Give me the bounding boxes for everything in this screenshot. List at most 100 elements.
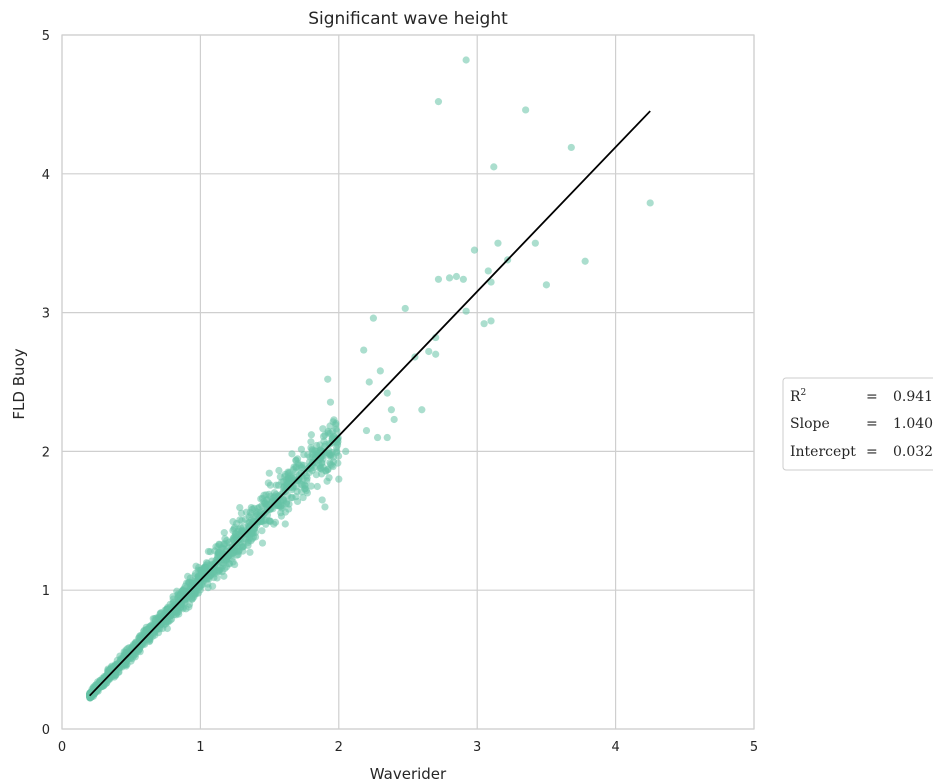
stat-row-slope: Slope = 1.040 (790, 416, 933, 432)
data-point (383, 389, 391, 397)
chart-title: Significant wave height (308, 9, 508, 29)
data-point (304, 451, 312, 459)
data-point (257, 495, 265, 503)
data-point (360, 346, 368, 354)
data-point (288, 474, 296, 482)
data-point (265, 469, 273, 477)
stat-intercept-value: 0.032 (893, 444, 933, 460)
x-tick-labels: 0 1 2 3 4 5 (58, 740, 758, 755)
data-point (369, 314, 377, 322)
data-point (156, 609, 165, 617)
x-tick-label: 1 (196, 740, 204, 755)
data-point (434, 275, 443, 283)
data-point (299, 481, 307, 489)
data-point (119, 659, 127, 667)
y-tick-label: 5 (42, 29, 50, 44)
data-point (213, 574, 221, 582)
data-point (220, 529, 228, 537)
data-point (94, 681, 102, 690)
data-point (445, 274, 454, 282)
plot-frame (61, 34, 755, 730)
stats-legend: R2 = 0.941 Slope = 1.040 Intercept = 0.0… (782, 377, 933, 471)
data-point (238, 517, 246, 525)
data-point (542, 281, 551, 289)
data-point (113, 656, 121, 665)
data-point (275, 466, 283, 475)
data-point (163, 605, 171, 613)
data-point (318, 496, 326, 504)
data-point (184, 572, 192, 580)
data-point (328, 461, 336, 469)
data-point (324, 375, 332, 383)
x-tick-label: 4 (611, 740, 619, 755)
data-point (281, 520, 289, 528)
data-point (245, 513, 253, 521)
data-point (484, 267, 492, 275)
data-point (143, 626, 151, 634)
data-point (325, 474, 333, 482)
data-point (494, 239, 502, 247)
data-point (365, 378, 373, 386)
stat-slope-eq: = (866, 416, 878, 432)
data-point (334, 459, 342, 467)
data-point (191, 569, 200, 578)
data-point (204, 547, 213, 556)
data-point (148, 624, 156, 632)
data-point (208, 582, 217, 590)
data-point (178, 587, 186, 595)
grid (61, 34, 755, 730)
data-point (317, 448, 326, 456)
data-point (319, 425, 327, 433)
data-point (270, 520, 278, 528)
data-point (452, 272, 461, 281)
y-tick-label: 2 (42, 445, 50, 460)
data-point (231, 560, 239, 569)
stat-intercept-label: Intercept (790, 444, 856, 460)
regression-line (89, 110, 651, 697)
data-point (256, 508, 265, 516)
data-point (487, 317, 495, 325)
data-point (319, 432, 328, 441)
data-point (200, 564, 208, 572)
data-point (333, 447, 341, 455)
data-point (274, 481, 283, 489)
data-point (321, 503, 329, 511)
data-point (646, 199, 654, 207)
y-tick-label: 3 (42, 307, 50, 322)
data-point (246, 548, 254, 556)
data-point (298, 472, 306, 480)
data-point (229, 518, 237, 526)
data-point (218, 568, 226, 576)
stats-legend-box (782, 377, 933, 471)
data-point (434, 98, 443, 106)
data-point (163, 624, 171, 633)
stat-r2-eq: = (866, 389, 878, 405)
data-point (459, 275, 467, 283)
data-point (342, 447, 350, 455)
data-point (261, 500, 269, 508)
data-point (223, 536, 231, 545)
y-tick-labels: 0 1 2 3 4 5 (42, 29, 50, 738)
x-tick-label: 2 (335, 740, 343, 755)
y-tick-label: 0 (42, 723, 50, 738)
data-point (297, 445, 306, 453)
data-point (418, 406, 426, 414)
data-point (231, 532, 239, 540)
data-point (401, 304, 409, 313)
y-axis-label: FLD Buoy (10, 348, 28, 419)
data-point (288, 450, 296, 458)
data-point (373, 433, 382, 442)
data-point (186, 588, 195, 597)
data-point (462, 56, 470, 64)
x-tick-label: 5 (750, 740, 758, 755)
data-point (326, 422, 334, 430)
stat-row-intercept: Intercept = 0.032 (790, 444, 933, 460)
data-point (298, 464, 306, 472)
data-point (319, 463, 327, 471)
data-point (432, 350, 440, 358)
data-point (362, 426, 371, 435)
data-point (307, 438, 315, 446)
data-point (326, 398, 335, 406)
stat-r2-value: 0.941 (893, 389, 933, 405)
